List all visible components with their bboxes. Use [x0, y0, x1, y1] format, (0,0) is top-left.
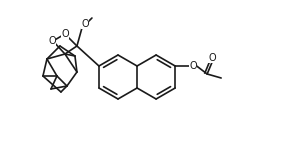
Text: O: O — [208, 53, 216, 63]
Text: O: O — [81, 19, 89, 29]
Text: O: O — [61, 29, 69, 39]
Text: O: O — [189, 61, 197, 71]
Text: O: O — [48, 36, 56, 46]
